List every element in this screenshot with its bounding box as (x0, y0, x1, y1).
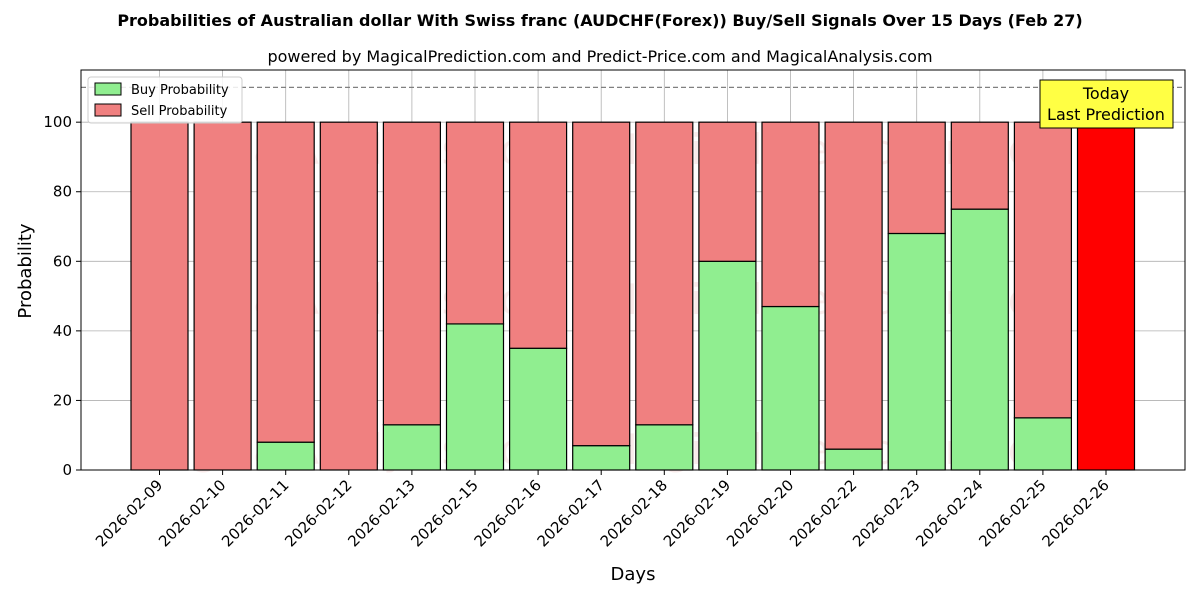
sell-bar (887, 121, 946, 235)
annotation-text: Last Prediction (1047, 105, 1165, 124)
x-tick-label: 2026-02-11 (218, 476, 292, 550)
x-tick-label: 2026-02-25 (975, 476, 1049, 550)
sell-bar (635, 121, 694, 426)
sell-bar (950, 121, 1009, 210)
x-tick-label: 2026-02-13 (344, 476, 418, 550)
sell-bar (572, 121, 631, 447)
buy-bar (698, 260, 757, 471)
x-tick-label: 2026-02-16 (471, 476, 545, 550)
x-tick-label: 2026-02-17 (534, 476, 608, 550)
sell-bar (824, 121, 883, 450)
x-tick-label: 2026-02-10 (155, 476, 229, 550)
y-tick-label: 60 (53, 252, 72, 270)
legend-label-buy: Buy Probability (131, 83, 229, 98)
y-tick-label: 40 (53, 322, 72, 340)
x-tick-label: 2026-02-18 (597, 476, 671, 550)
buy-bar (572, 445, 631, 471)
plot-frame (80, 69, 1186, 471)
sell-bar (1013, 121, 1073, 419)
legend: Buy Probability Sell Probability (87, 76, 243, 124)
x-tick-label: 2026-02-24 (912, 476, 986, 550)
sell-bar (1076, 121, 1136, 471)
sell-bar (445, 121, 505, 325)
plot-area: MagicalAnalysis.comMagicalPrediction.com… (43, 69, 1186, 550)
sell-bar (130, 121, 189, 471)
legend-swatch-sell (94, 103, 122, 117)
sell-bar (509, 121, 568, 349)
sell-bar (256, 121, 315, 443)
legend-swatch-buy (94, 82, 122, 96)
y-axis-label: Probability (15, 223, 36, 318)
x-axis-label: Days (611, 564, 656, 585)
chart-title: Probabilities of Australian dollar With … (117, 11, 1082, 30)
buy-bar (1013, 417, 1073, 471)
today-annotation: Today Last Prediction (1039, 79, 1174, 129)
y-tick-label: 20 (53, 391, 72, 409)
x-tick-label: 2026-02-19 (660, 476, 734, 550)
y-tick-label: 80 (53, 183, 72, 201)
buy-bar (509, 347, 568, 471)
legend-box (87, 76, 243, 124)
sell-bar (761, 121, 820, 308)
buy-bar (824, 448, 883, 471)
annotation-box (1039, 79, 1174, 129)
x-tick-label: 2026-02-09 (92, 476, 166, 550)
x-tick-label: 2026-02-20 (723, 476, 797, 550)
x-tick-label: 2026-02-12 (281, 476, 355, 550)
buy-bar (761, 305, 820, 471)
y-tick-label: 0 (62, 461, 72, 479)
buy-bar (635, 424, 694, 471)
y-tick-label: 100 (43, 113, 72, 131)
buy-bar (445, 323, 505, 471)
sell-bar (193, 121, 252, 471)
sell-bar (698, 121, 757, 262)
buy-bar (256, 441, 315, 471)
sell-bar (382, 121, 441, 426)
annotation-text: Today (1082, 84, 1129, 103)
x-tick-label: 2026-02-23 (849, 476, 923, 550)
x-tick-label: 2026-02-22 (786, 476, 860, 550)
legend-label-sell: Sell Probability (131, 104, 228, 119)
sell-bar (319, 121, 378, 471)
chart-subtitle: powered by MagicalPrediction.com and Pre… (267, 47, 932, 66)
x-tick-label: 2026-02-26 (1038, 476, 1112, 550)
x-tick-label: 2026-02-15 (407, 476, 481, 550)
buy-bar (382, 424, 441, 471)
buy-bar (887, 232, 946, 471)
buy-bar (950, 208, 1009, 471)
